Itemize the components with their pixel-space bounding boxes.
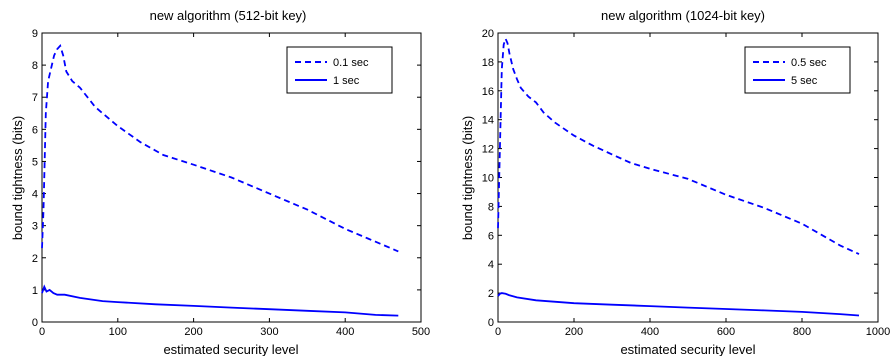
series-line-solid: [41, 284, 399, 317]
x-tick-label: 1000: [866, 326, 890, 338]
y-tick-label: 5: [32, 156, 38, 168]
y-tick-label: 8: [32, 60, 38, 72]
x-tick-label: 0: [495, 326, 501, 338]
y-tick-label: 16: [482, 86, 494, 98]
x-tick-label: 600: [717, 326, 735, 338]
chart-title: new algorithm (1024-bit key): [601, 8, 765, 23]
series-group: [497, 36, 860, 317]
legend-entry: 5 sec: [791, 75, 818, 87]
y-tick-label: 2: [488, 288, 494, 300]
y-tick-label: 20: [482, 28, 494, 40]
y-axis-label: bound tightness (bits): [460, 116, 475, 240]
y-tick-group: 0 2 4 6 8 10 12 14 16 18 20: [482, 28, 878, 329]
legend-box: [744, 46, 851, 94]
y-tick-label: 4: [32, 189, 38, 201]
y-tick-label: 0: [488, 317, 494, 329]
y-tick-label: 12: [482, 144, 494, 156]
x-axis-label: estimated security level: [620, 342, 755, 356]
x-tick-label: 300: [260, 326, 278, 338]
y-tick-label: 6: [32, 124, 38, 136]
x-tick-label: 500: [412, 326, 430, 338]
x-tick-group: 0 100 200 300 400 500: [39, 33, 430, 338]
series-line-dashed: [41, 44, 399, 253]
y-tick-label: 4: [488, 259, 494, 271]
x-tick-label: 0: [39, 326, 45, 338]
legend: 0.5 sec 5 sec: [744, 46, 851, 94]
legend: 0.1 sec 1 sec: [286, 46, 393, 94]
y-tick-label: 18: [482, 57, 494, 69]
x-tick-group: 0 200 400 600 800 1000: [495, 33, 890, 338]
y-tick-label: 8: [488, 201, 494, 213]
x-tick-label: 100: [109, 326, 127, 338]
legend-entry: 1 sec: [333, 75, 360, 87]
series-group: [41, 44, 399, 317]
legend-entry: 0.1 sec: [333, 57, 369, 69]
y-tick-label: 1: [32, 285, 38, 297]
y-tick-label: 3: [32, 221, 38, 233]
chart-title: new algorithm (512-bit key): [150, 8, 307, 23]
y-tick-label: 10: [482, 173, 494, 185]
x-tick-label: 200: [184, 326, 202, 338]
series-line-dashed: [497, 36, 860, 255]
series-line-solid: [497, 292, 860, 317]
x-tick-label: 200: [565, 326, 583, 338]
x-tick-label: 800: [793, 326, 811, 338]
legend-box: [286, 46, 393, 94]
y-tick-label: 7: [32, 92, 38, 104]
y-tick-label: 14: [482, 115, 494, 127]
chart-panel-1024: new algorithm (1024-bit key) 0 2 4 6 8 10 12 14…: [460, 8, 890, 356]
y-tick-label: 0: [32, 317, 38, 329]
y-tick-group: 0 1 2 3 4 5 6 7 8 9: [32, 28, 421, 329]
y-tick-label: 2: [32, 253, 38, 265]
y-tick-label: 9: [32, 28, 38, 40]
y-tick-label: 6: [488, 230, 494, 242]
x-tick-label: 400: [641, 326, 659, 338]
x-axis-label: estimated security level: [163, 342, 298, 356]
y-axis-label: bound tightness (bits): [10, 116, 25, 240]
chart-panel-512: new algorithm (512-bit key) 0 1 2 3 4 5 6 7 8 9 0…: [10, 8, 430, 356]
legend-entry: 0.5 sec: [791, 57, 827, 69]
x-tick-label: 400: [336, 326, 354, 338]
